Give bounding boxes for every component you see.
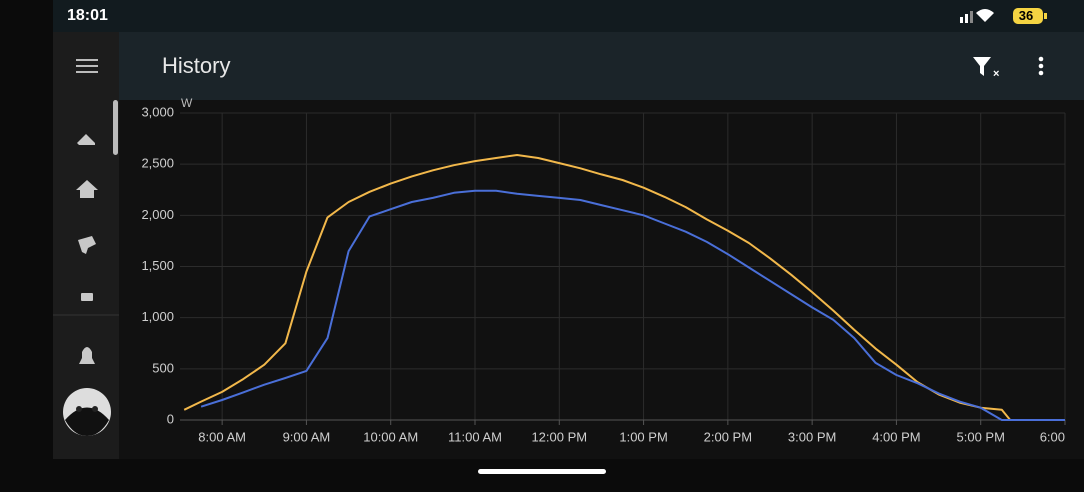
y-tick-label: 1,000 <box>141 309 174 324</box>
nav-network[interactable] <box>76 180 98 198</box>
x-tick-label: 4:00 PM <box>872 429 920 444</box>
chart: W 0 500 1,000 1,500 2,000 2,500 3,000 8:00 AM 9:0… <box>141 96 1066 444</box>
battery-level: 36 <box>1019 8 1033 23</box>
y-tick-label: 1,500 <box>141 258 174 273</box>
y-unit: W <box>181 96 193 110</box>
avatar[interactable] <box>63 388 111 436</box>
x-tick-label: 5:00 PM <box>957 429 1005 444</box>
filter-clear-button[interactable]: × <box>973 57 999 80</box>
status-bar <box>53 0 1084 32</box>
menu-button[interactable] <box>76 59 98 73</box>
x-tick-label: 11:00 AM <box>448 429 502 444</box>
nav-briefcase[interactable] <box>81 293 93 301</box>
x-tick-label: 12:00 PM <box>531 429 587 444</box>
sidebar-icons <box>76 134 98 364</box>
scroll-indicator <box>113 100 118 155</box>
content <box>119 100 1084 459</box>
series-line <box>200 189 1065 421</box>
y-tick-label: 500 <box>152 360 174 375</box>
y-tick-label: 0 <box>167 411 174 426</box>
home-indicator <box>478 469 606 474</box>
x-tick-label: 8:00 AM <box>198 429 246 444</box>
nav-notifications[interactable] <box>79 347 95 364</box>
y-tick-label: 3,000 <box>141 104 174 119</box>
svg-text:×: × <box>993 68 999 80</box>
x-tick-label: 6:00 <box>1040 429 1065 444</box>
x-tick-label: 3:00 PM <box>788 429 836 444</box>
status-icons <box>960 8 1047 24</box>
app-header <box>119 32 1084 100</box>
x-tick-label: 1:00 PM <box>619 429 667 444</box>
page-title: History <box>162 53 230 78</box>
nav-camera[interactable] <box>78 236 96 254</box>
more-button[interactable] <box>1038 56 1044 76</box>
x-tick-label: 2:00 PM <box>704 429 752 444</box>
y-tick-label: 2,500 <box>141 156 174 171</box>
status-time: 18:01 <box>67 7 108 24</box>
nav-climate[interactable] <box>77 134 95 145</box>
x-tick-label: 9:00 AM <box>283 429 331 444</box>
x-tick-label: 10:00 AM <box>363 429 418 444</box>
y-tick-label: 2,000 <box>141 207 174 222</box>
